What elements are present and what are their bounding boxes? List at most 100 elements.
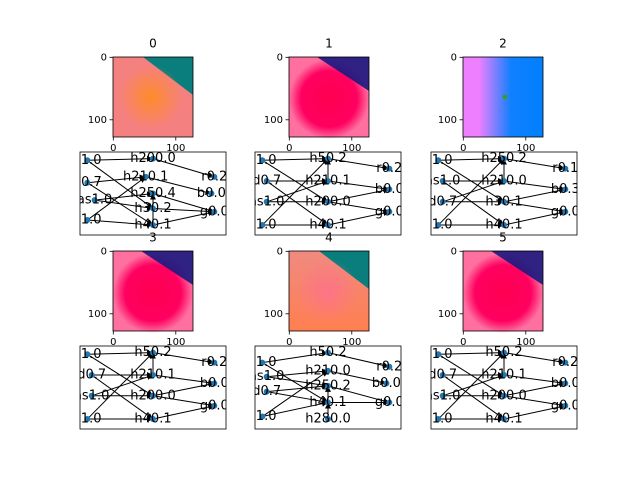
image-region	[317, 57, 369, 91]
image-blob	[113, 253, 193, 333]
node-label: h50.2	[309, 345, 346, 360]
graph-node	[150, 372, 156, 379]
node-label: x1.0	[73, 347, 101, 362]
y-tick-label: 0	[101, 246, 107, 257]
node-label: h280.0	[305, 412, 350, 427]
graph-edge	[503, 201, 566, 214]
node-label: h30.1	[485, 194, 522, 209]
graph-node	[325, 382, 331, 389]
node-label: h210.1	[130, 368, 175, 383]
node-label: h50.2	[309, 151, 346, 166]
graph-edge	[262, 400, 329, 418]
graph: x1.0 h50.2 r0.2 d0.7 h210.1 b0.0 as1.0 h200.0 g0…	[248, 151, 404, 233]
node-label: h200.0	[130, 151, 175, 166]
x-tick-label: 100	[342, 143, 361, 154]
node-label: y1.0	[73, 412, 101, 427]
node-label: as1.0	[425, 174, 460, 189]
graph-node	[562, 359, 569, 366]
graph: x1.0 h50.2 r0.2 as1.0 h210.0 d0.7 h250.2 b0.0 y1…	[249, 345, 404, 427]
graph-node	[84, 157, 91, 164]
node-label: r0.2	[376, 161, 402, 176]
graph-node	[562, 165, 569, 172]
graph-node	[84, 179, 91, 186]
graph-edge	[152, 158, 215, 179]
node-label: h210.1	[481, 368, 526, 383]
graph-node	[439, 178, 446, 185]
image-frame	[112, 56, 194, 138]
graph-node	[383, 380, 390, 387]
graph-node	[150, 205, 156, 212]
image-blob	[463, 253, 543, 333]
graph-edge	[327, 352, 390, 369]
graph-node	[501, 198, 507, 205]
graph-node	[263, 373, 270, 380]
graph-edge	[266, 180, 329, 203]
graph-node	[88, 372, 95, 379]
node-label: r0.2	[376, 359, 402, 374]
graph-node	[439, 372, 446, 379]
x-tick-label: 0	[110, 337, 116, 348]
node-label: h200.0	[481, 388, 526, 403]
node-label: y1.0	[248, 218, 276, 233]
node-label: x1.0	[248, 153, 276, 168]
graph-node	[562, 208, 569, 215]
graph-node	[91, 197, 98, 204]
graph-node	[501, 155, 507, 162]
graph-edge	[145, 176, 212, 195]
node-label: as1.0	[249, 369, 284, 384]
graph-edge	[503, 352, 566, 365]
graph-node	[325, 349, 331, 356]
x-tick-label: 100	[166, 143, 185, 154]
y-tick-label: 100	[438, 309, 457, 320]
graph-node	[562, 380, 569, 387]
graph-node	[325, 178, 331, 185]
node-label: b0.0	[375, 182, 404, 197]
y-tick-label: 100	[264, 115, 283, 126]
image-frame	[288, 56, 370, 138]
image-panel	[112, 250, 194, 333]
node-label: d0.7	[77, 368, 106, 383]
node-label: h210.1	[305, 174, 350, 189]
node-label: g0.0	[375, 395, 404, 410]
graph-node	[435, 157, 442, 164]
x-tick-label: 100	[516, 143, 535, 154]
graph: x1.0 h50.2 r0.2 d0.7 h210.1 b0.0 as1.0 h200.0 g0…	[428, 345, 577, 427]
graph-edge	[152, 381, 215, 397]
image-panel	[462, 250, 544, 333]
graph-edge	[87, 174, 146, 184]
graph-edge	[442, 180, 505, 203]
graph-node	[150, 416, 156, 423]
graph-node	[501, 222, 507, 229]
x-tick-label: 100	[342, 337, 361, 348]
node-label: h50.2	[485, 345, 522, 360]
image-frame	[112, 250, 194, 332]
graph-edge	[262, 350, 329, 364]
x-tick-label: 100	[166, 337, 185, 348]
graph-node	[386, 165, 393, 172]
x-tick-label: 0	[460, 337, 466, 348]
graph-edge	[437, 352, 505, 420]
node-label: h250.4	[130, 186, 175, 201]
graph-node	[386, 399, 393, 406]
marker	[502, 94, 508, 100]
graph-node	[259, 157, 266, 164]
image-region	[491, 251, 543, 285]
graph-node	[84, 217, 91, 224]
graph-edge	[327, 158, 390, 171]
node-label: d0.7	[428, 368, 457, 383]
graph-node	[562, 402, 569, 409]
node-label: d0.7	[252, 384, 281, 399]
graph-edge	[438, 349, 505, 356]
panel-title: 1	[325, 37, 333, 51]
node-label: g0.0	[375, 204, 404, 219]
graph-edge	[503, 395, 566, 408]
node-label: h40.1	[485, 218, 522, 233]
graph-edge	[503, 210, 566, 226]
graph-node	[259, 413, 266, 420]
image-panel	[462, 56, 544, 138]
node-label: h210.1	[123, 169, 168, 184]
graph-node	[88, 392, 95, 399]
graph-node	[501, 178, 507, 185]
graph-edge	[152, 404, 215, 420]
